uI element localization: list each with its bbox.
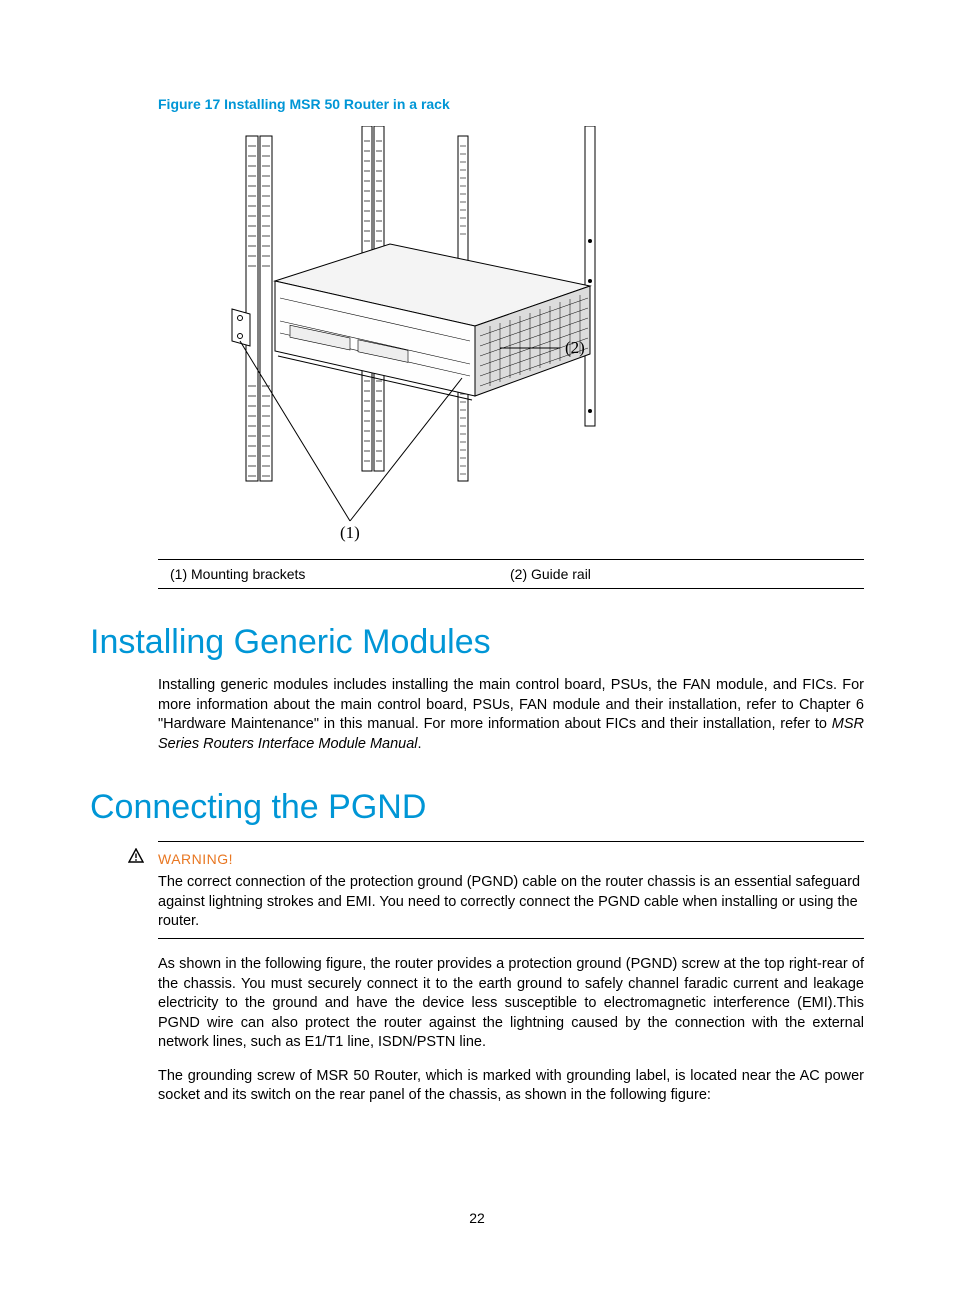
figure-diagram: (1) (2) <box>190 126 864 551</box>
callout-1-label: (1) <box>340 523 360 542</box>
warning-text: The correct connection of the protection… <box>158 869 864 938</box>
heading-installing-generic-modules: Installing Generic Modules <box>90 623 864 662</box>
para-text-a: Installing generic modules includes inst… <box>158 677 864 732</box>
legend-item-1: (1) Mounting brackets <box>170 566 510 582</box>
heading-connecting-the-pgnd: Connecting the PGND <box>90 788 864 827</box>
warning-label: WARNING! <box>158 851 233 867</box>
warning-icon <box>128 848 158 869</box>
callout-2-label: (2) <box>565 338 585 357</box>
para-text-b: . <box>418 736 422 752</box>
warning-rule-bottom <box>158 938 864 939</box>
page-number: 22 <box>0 1210 954 1226</box>
para-pgnd-1: As shown in the following figure, the ro… <box>158 955 864 1053</box>
para-installing-generic-modules: Installing generic modules includes inst… <box>158 676 864 754</box>
warning-block: WARNING! The correct connection of the p… <box>128 841 864 939</box>
para-pgnd-2: The grounding screw of MSR 50 Router, wh… <box>158 1067 864 1106</box>
figure-legend-row: (1) Mounting brackets (2) Guide rail <box>158 560 864 588</box>
legend-item-2: (2) Guide rail <box>510 566 864 582</box>
figure-caption: Figure 17 Installing MSR 50 Router in a … <box>158 96 864 112</box>
legend-rule-bottom <box>158 588 864 589</box>
